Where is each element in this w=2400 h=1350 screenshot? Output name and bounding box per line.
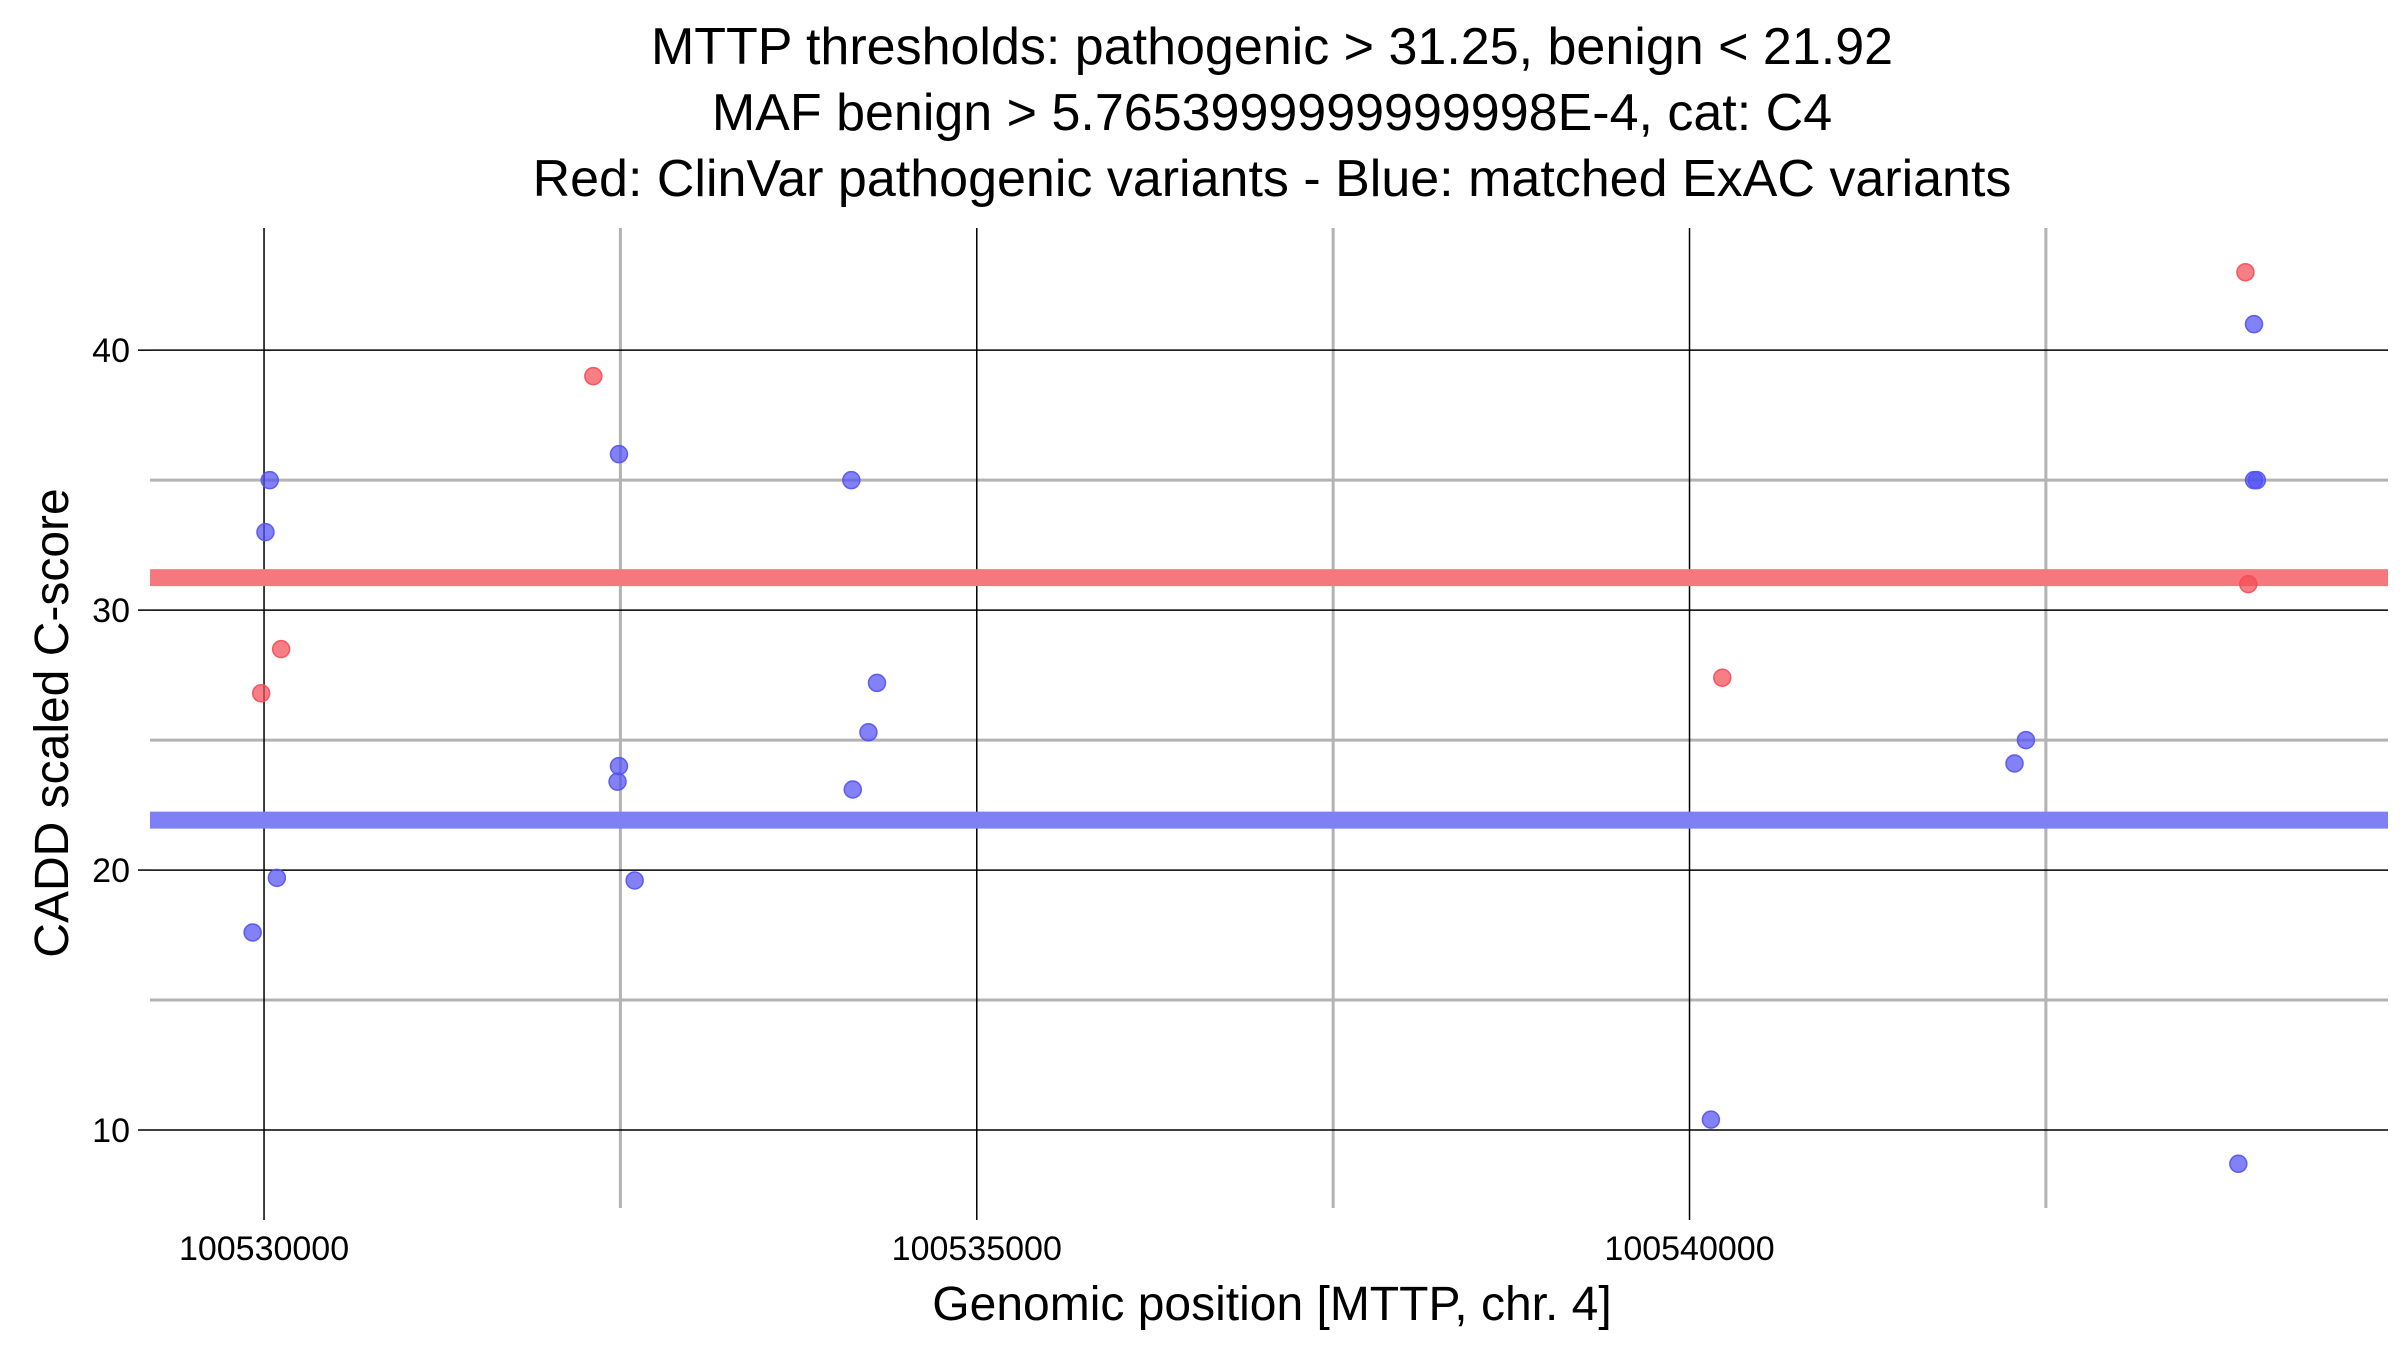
- y-tick-label: 30: [92, 592, 130, 630]
- clinvar-point: [271, 639, 291, 659]
- exac-point: [842, 470, 861, 490]
- clinvar-point: [1713, 668, 1732, 687]
- clinvar-point: [251, 684, 271, 703]
- y-tick-label: 40: [92, 332, 130, 370]
- y-tick-label: 10: [92, 1112, 130, 1150]
- x-axis-title: Genomic position [MTTP, chr. 4]: [932, 1278, 1611, 1331]
- clinvar-point: [584, 366, 603, 386]
- clinvar-point: [2239, 574, 2258, 594]
- exac-point: [1701, 1110, 1721, 1129]
- title-line-3: Red: ClinVar pathogenic variants - Blue:…: [533, 150, 2012, 208]
- exac-point: [609, 756, 629, 776]
- title-line-1: MTTP thresholds: pathogenic > 31.25, ben…: [651, 18, 1893, 76]
- exac-point: [256, 522, 275, 542]
- exac-point: [625, 871, 644, 890]
- title-line-2: MAF benign > 5.7653999999999998E-4, cat:…: [712, 84, 1832, 142]
- x-axis-ticks: 100530000 100535000 100540000: [179, 1208, 1775, 1268]
- minor-gridlines: [150, 228, 2388, 1208]
- exac-point: [2016, 730, 2036, 750]
- exac-point: [243, 923, 262, 942]
- x-tick-label: 100530000: [179, 1230, 349, 1268]
- data-points: [243, 262, 2267, 1174]
- x-tick-label: 100540000: [1604, 1230, 1774, 1268]
- exac-point: [2247, 470, 2267, 490]
- x-tick-label: 100535000: [892, 1230, 1062, 1268]
- exac-point: [267, 868, 287, 888]
- exac-point: [260, 470, 279, 490]
- clinvar-point: [2236, 262, 2255, 282]
- exac-point: [2005, 754, 2024, 773]
- exac-point: [867, 673, 887, 693]
- chart-title: MTTP thresholds: pathogenic > 31.25, ben…: [533, 18, 2012, 208]
- exac-point: [2244, 314, 2264, 334]
- major-gridlines: [150, 228, 2388, 1208]
- threshold-lines: [150, 569, 2388, 829]
- y-axis-title: CADD scaled C-score: [26, 488, 79, 957]
- exac-point: [609, 444, 629, 464]
- y-axis-ticks: 10 20 30 40: [92, 332, 150, 1150]
- exac-point: [608, 772, 627, 791]
- exac-point: [2229, 1154, 2248, 1174]
- y-tick-label: 20: [92, 852, 130, 890]
- exac-point: [859, 723, 878, 742]
- exac-point: [843, 780, 863, 799]
